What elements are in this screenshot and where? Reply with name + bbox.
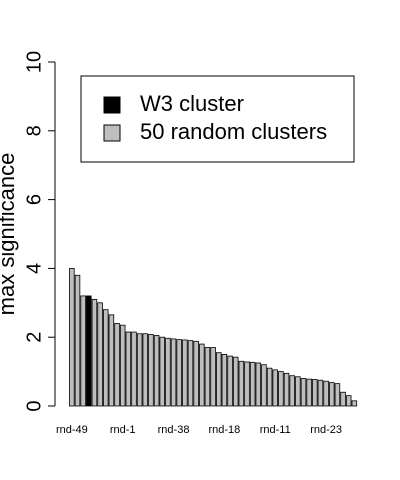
y-tick-label: 2 — [23, 332, 45, 343]
y-tick-label: 0 — [23, 400, 45, 411]
legend-swatch — [103, 124, 121, 142]
bar — [153, 335, 160, 407]
y-tick-label: 8 — [23, 125, 45, 136]
bar — [255, 362, 262, 407]
bar — [283, 372, 290, 407]
bar — [108, 314, 115, 407]
bar — [215, 352, 222, 407]
bar — [199, 343, 205, 407]
bar — [91, 298, 98, 407]
bar — [238, 360, 245, 407]
x-tick-label: rnd-49 — [56, 424, 88, 436]
bar — [80, 295, 86, 407]
bar — [131, 331, 137, 407]
y-tick-label: 10 — [23, 51, 45, 73]
legend-box — [80, 75, 355, 163]
bar — [86, 295, 92, 407]
y-axis-label: max significance — [0, 153, 19, 316]
bar — [97, 302, 103, 407]
bar — [300, 378, 307, 407]
y-tick-label: 4 — [23, 263, 45, 274]
bar — [261, 364, 267, 407]
x-tick-label: rnd-18 — [209, 424, 241, 436]
bar — [119, 324, 126, 407]
bar — [306, 378, 312, 407]
bar — [345, 395, 352, 407]
bar — [340, 391, 346, 407]
bar — [69, 267, 75, 407]
legend-label: W3 cluster — [140, 91, 244, 116]
y-tick-label: 6 — [23, 194, 45, 205]
bar — [249, 361, 256, 407]
bar — [317, 379, 324, 407]
x-tick-label: rnd-23 — [310, 424, 342, 436]
bar — [182, 339, 188, 407]
x-tick-label: rnd-38 — [158, 424, 190, 436]
bar — [272, 369, 278, 407]
legend-swatch — [103, 96, 121, 114]
x-tick-label: rnd-1 — [110, 424, 136, 436]
bar — [334, 383, 341, 407]
bar — [165, 337, 171, 407]
bar — [148, 334, 154, 407]
bar — [295, 376, 301, 407]
legend-label: 50 random clusters — [140, 119, 327, 144]
bar — [221, 353, 228, 407]
bar — [125, 331, 132, 407]
bar — [159, 336, 165, 407]
bar — [289, 375, 295, 407]
bar — [170, 338, 177, 407]
bar — [103, 309, 109, 407]
bar — [114, 323, 120, 407]
bar — [328, 382, 335, 407]
bar — [204, 347, 211, 407]
bar — [266, 367, 273, 407]
bar — [193, 340, 199, 407]
bar — [351, 400, 358, 407]
bar — [278, 371, 284, 407]
bar — [210, 347, 216, 407]
bar — [232, 356, 239, 407]
x-tick-label: rnd-11 — [260, 424, 291, 436]
bar — [176, 339, 182, 407]
bar — [227, 355, 233, 407]
bar — [187, 340, 194, 407]
bar — [142, 333, 149, 407]
bar — [323, 380, 329, 407]
bar — [244, 361, 250, 407]
bar — [312, 379, 318, 407]
bar — [136, 333, 143, 407]
bar — [74, 274, 81, 407]
